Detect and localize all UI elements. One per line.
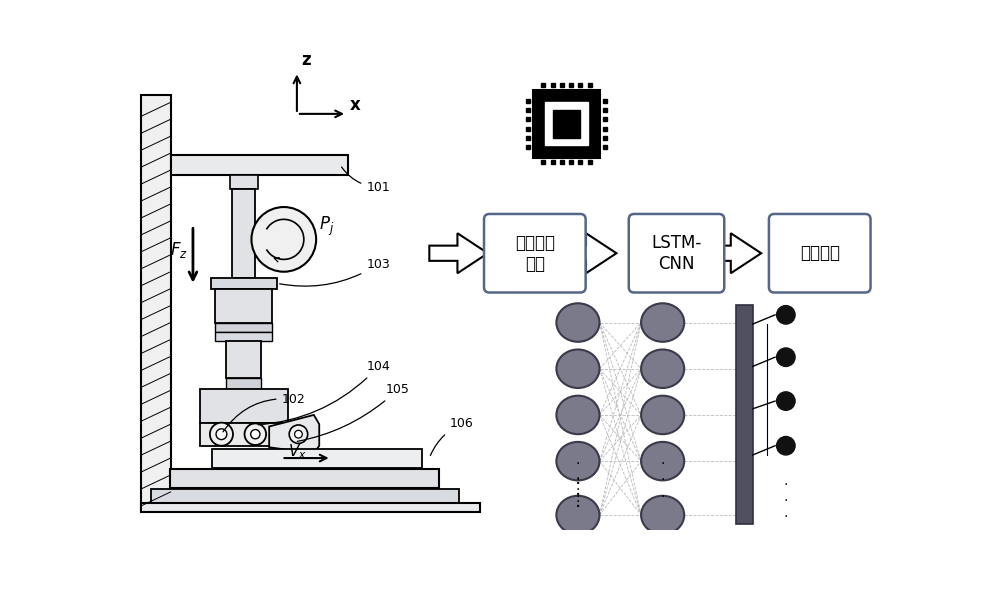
Text: ·
·
·: · · ·	[660, 457, 665, 504]
Circle shape	[295, 430, 302, 438]
Ellipse shape	[556, 303, 600, 342]
Bar	[141, 502, 480, 512]
Text: 106: 106	[430, 417, 473, 455]
Bar	[171, 155, 348, 175]
Bar	[200, 423, 288, 446]
Ellipse shape	[641, 442, 684, 480]
Text: 103: 103	[280, 258, 390, 286]
Text: $P_j$: $P_j$	[319, 215, 334, 238]
Circle shape	[251, 207, 316, 272]
Ellipse shape	[556, 496, 600, 534]
Ellipse shape	[556, 442, 600, 480]
Bar	[212, 449, 422, 468]
Bar	[736, 305, 753, 524]
Bar	[232, 188, 255, 278]
Text: ·
·
·: · · ·	[784, 478, 788, 524]
Circle shape	[777, 436, 795, 455]
Bar	[141, 95, 171, 510]
Bar	[215, 288, 272, 322]
Circle shape	[245, 423, 266, 445]
Bar	[553, 110, 580, 138]
FancyBboxPatch shape	[484, 214, 586, 293]
Polygon shape	[558, 233, 616, 273]
Text: $F_z$: $F_z$	[170, 240, 188, 260]
Ellipse shape	[641, 303, 684, 342]
Text: 104: 104	[258, 360, 390, 425]
Polygon shape	[429, 233, 488, 273]
Bar	[545, 103, 588, 145]
Bar	[200, 389, 288, 423]
Circle shape	[777, 348, 795, 367]
Ellipse shape	[641, 496, 684, 534]
Bar	[215, 332, 272, 341]
Text: ·
·
·: · · ·	[576, 471, 580, 509]
Text: z: z	[301, 51, 310, 69]
Polygon shape	[703, 233, 761, 273]
FancyBboxPatch shape	[769, 214, 871, 293]
Text: 样本识别: 样本识别	[800, 244, 840, 262]
Bar	[230, 175, 258, 188]
Bar	[215, 322, 272, 332]
Bar	[533, 90, 600, 158]
Text: 信号处理
模块: 信号处理 模块	[515, 234, 555, 272]
Text: ·
·
·: · · ·	[576, 457, 580, 504]
Text: 102: 102	[223, 393, 305, 432]
Text: 101: 101	[342, 167, 390, 194]
Bar	[226, 341, 261, 378]
Polygon shape	[269, 415, 319, 454]
Circle shape	[289, 425, 308, 443]
Circle shape	[210, 423, 233, 446]
Ellipse shape	[556, 349, 600, 388]
Ellipse shape	[641, 349, 684, 388]
Bar	[151, 489, 459, 502]
Ellipse shape	[641, 396, 684, 434]
Text: 105: 105	[297, 383, 409, 442]
Circle shape	[251, 430, 260, 439]
Circle shape	[777, 306, 795, 324]
Text: LSTM-
CNN: LSTM- CNN	[651, 234, 702, 272]
Ellipse shape	[556, 396, 600, 434]
Circle shape	[777, 392, 795, 410]
Text: $V_x$: $V_x$	[288, 442, 306, 461]
Bar	[211, 278, 277, 288]
Text: ·: ·	[575, 475, 581, 493]
Text: x: x	[349, 96, 360, 114]
Text: ·: ·	[575, 486, 581, 505]
Circle shape	[216, 429, 227, 440]
Text: ·: ·	[575, 498, 581, 517]
Bar	[226, 378, 261, 389]
Bar	[170, 469, 439, 488]
FancyBboxPatch shape	[629, 214, 724, 293]
